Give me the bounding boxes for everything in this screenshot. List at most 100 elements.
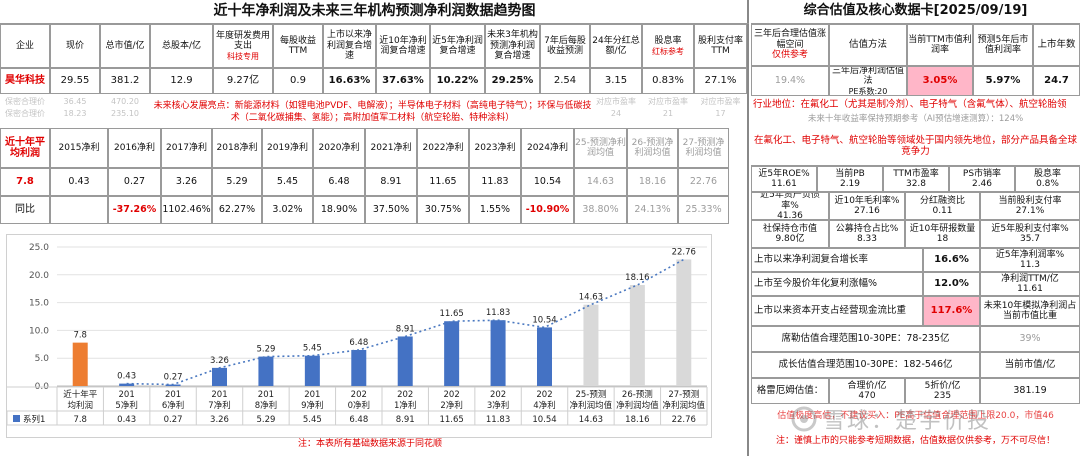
pe-factor: PE系数:20 <box>848 86 888 96</box>
faded-pe-value: 17 <box>715 109 726 119</box>
summary-header-label: 24年分红总额/亿 <box>592 35 640 56</box>
np-avg-label: 近十年平均利润 <box>0 128 50 168</box>
kv-cell: 近5年资产负债率% 41.36 <box>751 192 829 220</box>
kv-value: 8.33 <box>856 234 878 244</box>
summary-value-4: 0.9 <box>273 68 323 94</box>
np-header-5: 2020净利 <box>313 128 365 168</box>
summary-header-label: 总股本/亿 <box>161 40 202 51</box>
kv-value: 18 <box>936 234 949 244</box>
np-header-2: 2017净利 <box>161 128 212 168</box>
summary-header-4: 年度研发费用支出 科技专用 <box>213 24 273 68</box>
yoy-value-12: 25.33% <box>678 196 729 224</box>
y-tick-label: 10.0 <box>29 326 49 336</box>
kv-value: 41.36 <box>777 211 803 220</box>
np-header-1: 2016净利 <box>108 128 161 168</box>
summary-header-1: 现价 <box>50 24 100 68</box>
category-label: 27-预测 <box>668 389 699 400</box>
table-value: 0.27 <box>164 415 183 425</box>
yoy-value-9: -10.90% <box>521 196 574 224</box>
summary-header-10: 7年后每股收益预测 <box>540 24 590 68</box>
y-tick-label: 25.0 <box>29 243 49 253</box>
faded-val-2: 235.10 <box>111 109 139 119</box>
net-margin-label: 近5年净利润率% <box>995 249 1065 260</box>
profit-chart-svg: 0.05.010.015.020.025.07.80.43 0.273.265.2… <box>6 243 708 426</box>
net-margin-value: 11.3 <box>1019 260 1041 270</box>
np-value-4: 5.45 <box>262 168 313 196</box>
kv-value: 27.1% <box>1015 206 1045 216</box>
category-label: 201 <box>165 390 181 400</box>
table-value: 0.43 <box>117 415 136 425</box>
np-header-4: 2019净利 <box>262 128 313 168</box>
bar <box>490 320 506 386</box>
faded-label-1: 保密合理价 <box>5 97 45 107</box>
summary-header-label: 企业 <box>15 40 34 51</box>
y-tick-label: 5.0 <box>35 354 50 364</box>
summary-header-label: 近10年净利润复合增速 <box>379 35 427 56</box>
category-label: 0净利 <box>348 400 370 411</box>
summary-header-label: 股息率 <box>654 36 682 47</box>
future-profit-value: 39% <box>980 326 1080 352</box>
kv-cell: 近10年研报数量 18 <box>905 220 980 248</box>
summary-value-7: 10.22% <box>430 68 485 94</box>
summary-value-2: 12.9 <box>150 68 213 94</box>
np-header-9: 2024净利 <box>521 128 574 168</box>
bar-value-label: 7.8 <box>73 331 87 341</box>
bar-value-label: 8.91 <box>396 324 415 334</box>
np-header-12: 27-预测净利润均值 <box>678 128 729 168</box>
capex-value: 117.6% <box>923 296 980 326</box>
half-price-box: 5折价/亿 235 <box>905 378 980 404</box>
yoy-value-2: 1102.46% <box>161 196 212 224</box>
watermark-text: 雪球：楚宇价投 <box>823 409 992 434</box>
yoy-value-11: 24.13% <box>627 196 678 224</box>
trendline <box>126 258 685 386</box>
faded-pe-value: 24 <box>610 109 622 119</box>
category-label: 201 <box>304 390 320 400</box>
kv-cell: 当前PB 2.19 <box>817 166 883 192</box>
profit-chart: 0.0 5.0 10.0 15.0 20.0 25.0 7.8 0.43 0.27 3.26 5.2… <box>6 234 712 438</box>
bar <box>397 336 413 386</box>
yoy-value-3: 62.27% <box>212 196 262 224</box>
table-value: 5.45 <box>303 415 322 425</box>
half-price-label: 5折价/亿 <box>924 380 961 391</box>
category-label: 2净利 <box>440 400 462 411</box>
faded-pe-label: 对应市盈率 <box>648 97 688 107</box>
table-value: 7.8 <box>73 415 87 425</box>
summary-header-label: 总市值/亿 <box>105 40 145 51</box>
bar <box>444 321 460 386</box>
summary-header-6: 上市以来净利润复合增速 <box>323 24 376 68</box>
future-profit-label: 未来10年模拟净利润占当前市值比重 <box>980 296 1080 326</box>
industry-position: 行业地位：在氟化工（尤其是制冷剂）、电子特气（含氟气体）、航空轮胎领 <box>753 98 1067 110</box>
upside-header-sub: 仅供参考 <box>771 50 808 61</box>
bar <box>629 285 645 386</box>
watermark: 雪球：楚宇价投 <box>791 402 1080 436</box>
np-value-9: 10.54 <box>521 168 574 196</box>
yoy-value-5: 18.90% <box>313 196 365 224</box>
summary-header-label: 上市以来净利润复合增速 <box>326 30 372 62</box>
half-price-value: 235 <box>933 391 952 401</box>
ttm-profit-label: 净利润TTM/亿 <box>1001 273 1059 284</box>
market-cap-value: 381.19 <box>980 378 1080 404</box>
kv-label: 近10年毛利率% <box>834 195 900 206</box>
faded-val-1: 470.20 <box>111 97 139 107</box>
table-value: 5.29 <box>256 415 275 425</box>
summary-value-10: 3.15 <box>590 68 642 94</box>
bar-value-label: 10.54 <box>532 315 556 325</box>
kv-cell: 近10年毛利率% 27.16 <box>829 192 905 220</box>
bar-value-label: 6.48 <box>349 338 368 348</box>
summary-header-label: 近5年净利润复合增速 <box>432 35 483 56</box>
y-tick-label: 15.0 <box>29 299 49 309</box>
bar <box>537 327 552 386</box>
ttm-yield-header: 当前TTM市值利润率 <box>907 24 973 66</box>
kv-label: 近5年资产负债率% <box>760 192 820 211</box>
kv-value: 0.8% <box>1036 179 1059 189</box>
kv-cell: TTM市盈率 32.8 <box>883 166 949 192</box>
np-header-8: 2023净利 <box>469 128 521 168</box>
method-value: 三年后净利润估值法 PE系数:20 <box>829 66 907 96</box>
summary-header-0: 企业 <box>0 24 50 68</box>
upside-header: 三年后合理估值涨幅空间 仅供参考 <box>751 24 829 66</box>
kv-label: TTM市盈率 <box>893 168 939 179</box>
listed-years-value: 24.7 <box>1033 66 1080 96</box>
left-title: 近十年净利润及未来三年机构预测净利润数据趋势图 <box>0 0 749 24</box>
category-label: 净利润均值 <box>663 400 706 411</box>
summary-header-label: 每股收益TTM <box>279 35 316 56</box>
